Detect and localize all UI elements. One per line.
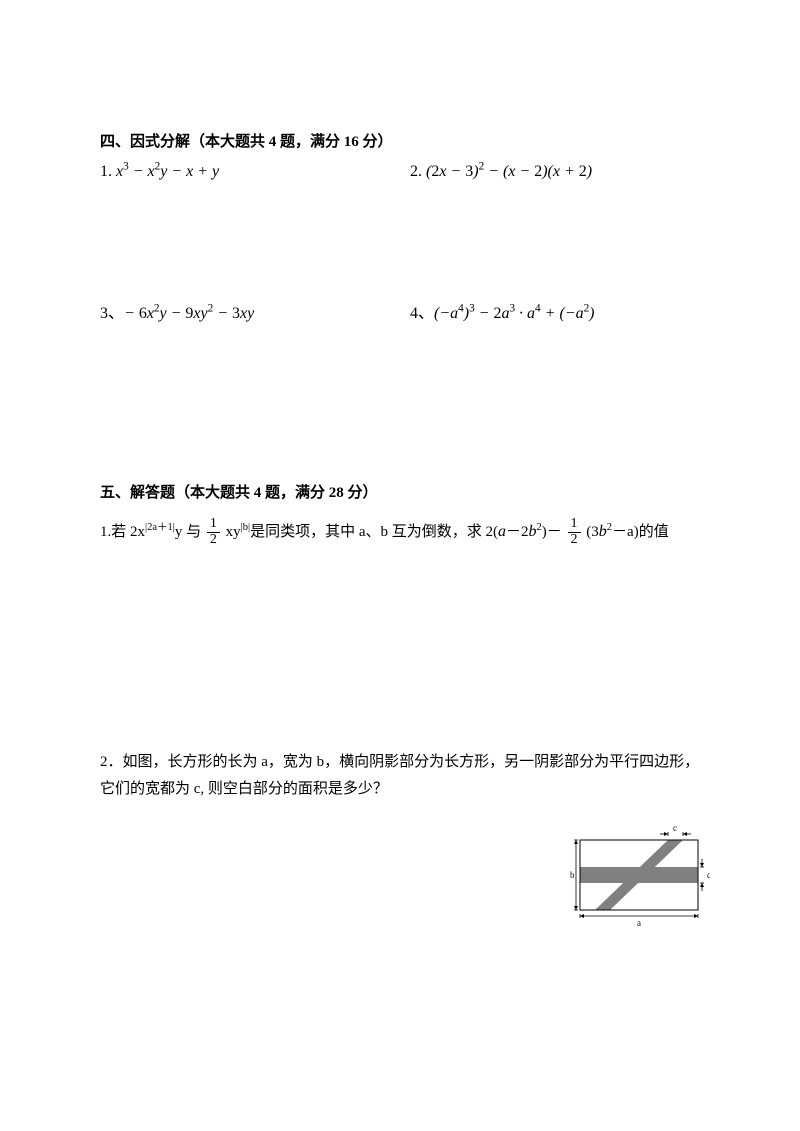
figure-parallelogram: c c b a xyxy=(570,822,710,937)
q5-1-sup1: |2a＋1| xyxy=(145,522,175,533)
q5-1-t5: )－ xyxy=(542,524,562,540)
q4-4: 4、(−a4)3 − 2a3 · a4 + (−a2) xyxy=(410,305,594,322)
section4-row2: 3、− 6x2y − 9xy2 − 3xy 4、(−a4)3 − 2a3 · a… xyxy=(100,299,700,323)
frac-1-2-b: 12 xyxy=(568,517,581,547)
q5-1-b2: b xyxy=(599,523,607,540)
q4-3: 3、− 6x2y − 9xy2 − 3xy xyxy=(100,305,254,322)
q4-1: 1. x3 − x2y − x + y xyxy=(100,163,219,180)
q5-1-t3: xy xyxy=(226,524,241,540)
q5-1-a: a xyxy=(498,523,506,540)
frac-den2: 2 xyxy=(568,533,581,548)
figure-label-c-right: c xyxy=(707,870,710,880)
figure-label-b: b xyxy=(570,870,575,880)
q4-3-label: 3、 xyxy=(100,305,124,322)
figure-label-a: a xyxy=(637,918,641,928)
frac-den: 2 xyxy=(207,533,220,548)
q5-1-b: b xyxy=(529,523,537,540)
q4-1-label: 1. xyxy=(100,163,116,180)
q5-2-line2: 它们的宽都为 c, 则空白部分的面积是多少？ xyxy=(100,776,700,803)
q5-2: 2．如图，长方形的长为 a，宽为 b，横向阴影部分为长方形，另一阴影部分为平行四… xyxy=(100,749,700,803)
frac-num: 1 xyxy=(207,517,220,533)
section5-header: 五、解答题（本大题共 4 题，满分 28 分） xyxy=(100,481,700,502)
q5-1-sup2: |b| xyxy=(241,522,250,533)
q5-1-t7: －a)的值 xyxy=(612,524,669,540)
q5-2-line1: 2．如图，长方形的长为 a，宽为 b，横向阴影部分为长方形，另一阴影部分为平行四… xyxy=(100,749,700,776)
section4-row1: 1. x3 − x2y − x + y 2. (2x − 3)2 − (x − … xyxy=(100,163,700,181)
frac-1-2-a: 12 xyxy=(207,517,220,547)
figure-label-c-top: c xyxy=(673,823,677,833)
section4-header: 四、因式分解（本大题共 4 题，满分 16 分） xyxy=(100,130,700,151)
q5-1-t4: 是同类项，其中 a、b 互为倒数，求 2( xyxy=(250,524,498,540)
q5-1: 1.若 2x|2a＋1|y 与 12 xy|b|是同类项，其中 a、b 互为倒数… xyxy=(100,514,700,549)
q5-1-t6: (3 xyxy=(586,524,599,540)
q5-1-minus: －2 xyxy=(506,524,529,540)
q5-1-t2: y 与 xyxy=(175,524,201,540)
q4-2: 2. (2x − 3)2 − (x − 2)(x + 2) xyxy=(410,163,592,180)
q5-1-t1: 1.若 2x xyxy=(100,524,145,540)
q4-4-label: 4、 xyxy=(410,305,434,322)
frac-num2: 1 xyxy=(568,517,581,533)
q4-2-label: 2. xyxy=(410,163,426,180)
